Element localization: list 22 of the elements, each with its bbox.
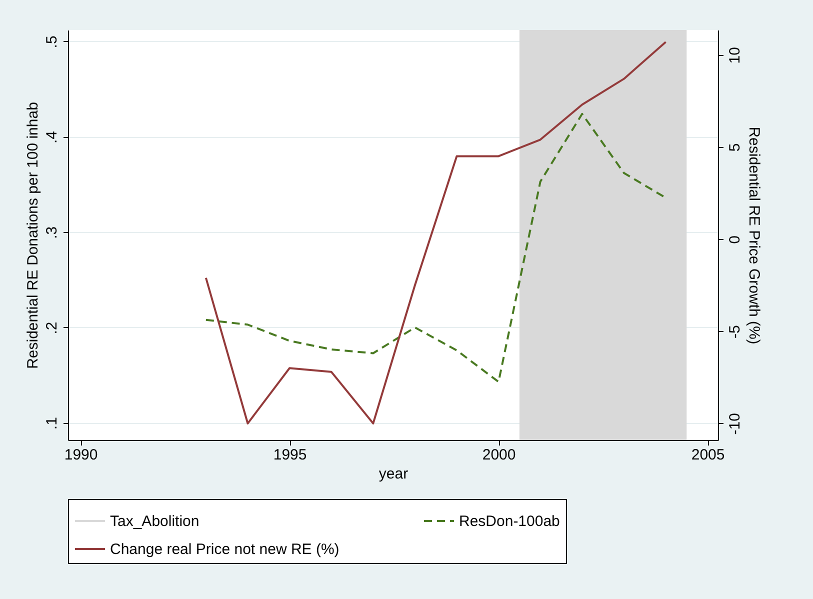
y-tick-label: .1 bbox=[44, 417, 60, 430]
y-axis-title: Residential RE Donations per 100 inhab bbox=[24, 102, 42, 369]
x-axis-title: year bbox=[378, 466, 408, 482]
y2-tick-label: 10 bbox=[726, 47, 744, 64]
x-tick-label: 2000 bbox=[482, 446, 516, 464]
y-tick-label: .3 bbox=[44, 226, 60, 239]
y-tick-label: .4 bbox=[44, 131, 60, 144]
legend-label: ResDon-100ab bbox=[459, 513, 560, 530]
legend-label: Change real Price not new RE (%) bbox=[110, 541, 340, 558]
x-tick-label: 1990 bbox=[64, 446, 98, 464]
y-tick-label: .2 bbox=[44, 322, 60, 334]
y-tick-label: .5 bbox=[44, 36, 60, 48]
y2-tick-label: -10 bbox=[726, 413, 744, 435]
x-tick-label: 1995 bbox=[273, 446, 307, 464]
line-series bbox=[204, 112, 667, 383]
line-series bbox=[204, 40, 667, 424]
legend-label: Tax_Abolition bbox=[110, 513, 200, 530]
y2-tick-label: 5 bbox=[726, 143, 744, 152]
y2-axis-title: Residential RE Price Growth (%) bbox=[746, 126, 762, 344]
y2-tick-label: -5 bbox=[726, 325, 744, 338]
y2-tick-label: 0 bbox=[726, 235, 744, 244]
x-tick-label: 2005 bbox=[691, 446, 725, 464]
